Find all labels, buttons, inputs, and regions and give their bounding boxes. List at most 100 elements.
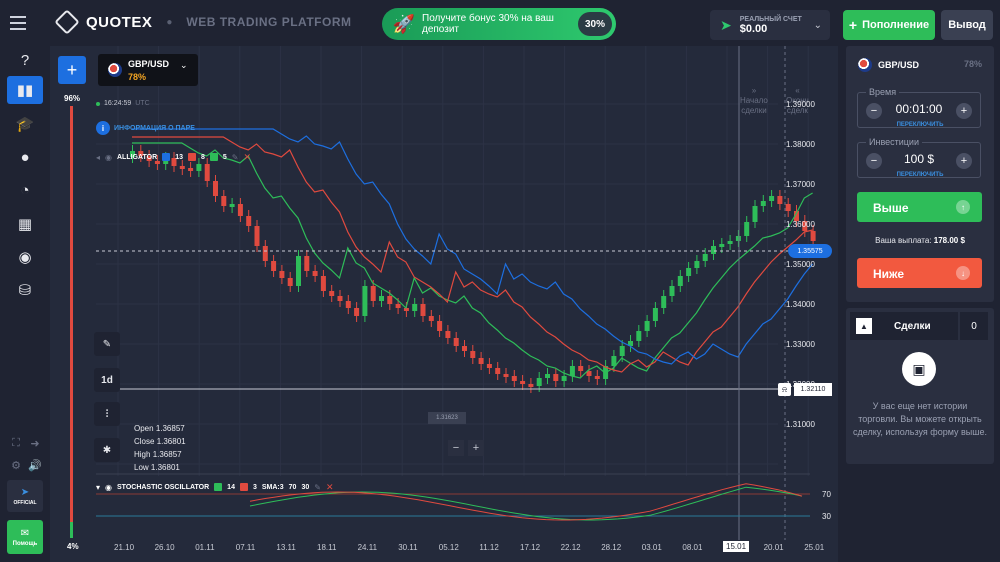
candle [188,168,194,171]
time-tick: 20.01 [763,543,784,552]
top-bar: QUOTEX ● WEB TRADING PLATFORM 🚀 Получите… [0,0,1000,46]
candle [810,231,816,241]
candle [163,158,169,164]
telegram-button[interactable]: ➤ OFFICIAL [7,480,43,512]
candle [752,206,758,222]
up-button[interactable]: Выше ↑ [857,192,982,222]
trade-start-label: » Начало сделки [740,86,768,115]
help-button[interactable]: ✉ Помощь [7,520,43,554]
price-chart[interactable] [50,46,838,562]
candle [769,196,775,201]
fullscreen-icon[interactable]: ⛶ [12,436,20,449]
deals-header[interactable]: ▲ Сделки [850,312,958,340]
user-icon[interactable]: ● [20,148,30,166]
candle [213,181,218,196]
close-icon[interactable]: ✕ [243,151,252,162]
candle [320,276,326,291]
time-tick: 21.10 [114,543,135,552]
zoom-in-button[interactable]: + [468,440,484,456]
candle [229,204,235,207]
down-label: Ниже [873,267,905,281]
candle [636,331,642,341]
collapse-down-icon[interactable]: ▾ [96,482,101,492]
chart-bars-icon[interactable]: ▮▮ [7,76,43,104]
invest-switch-link[interactable]: ПЕРЕКЛЮЧИТЬ [896,172,944,178]
asset-selector[interactable]: GBP/USD 78% ⌄ [98,54,198,86]
uk-flag-icon [858,58,872,72]
candle [652,308,658,321]
candle [196,164,202,171]
chat-icon: ✉ [20,527,30,539]
eye-icon[interactable]: ◉ [105,152,112,162]
stoch-upper: 70 [288,483,297,491]
edit-pencil-icon[interactable]: ✎ [314,482,321,492]
withdraw-button[interactable]: Вывод [941,10,993,40]
chart-area[interactable]: + 96% 4% GBP/USD 78% ⌄ 16:24:59 UTC i ИН… [50,46,838,562]
edit-pencil-icon[interactable]: ✎ [231,152,239,162]
deposit-label: Пополнение [862,19,930,31]
candle [619,346,625,356]
candle [420,304,426,316]
arrow-down-icon: ↓ [956,266,970,280]
pie-chart-icon[interactable]: ◔ [20,181,30,199]
bell-icon[interactable]: ⍾ [778,383,791,396]
bonus-percent: 30% [578,12,612,36]
graduation-cap-icon[interactable]: 🎓 [15,116,35,133]
stoch-sma: SMA:3 [261,483,284,491]
price-axis: 1.39000 1.38000 1.37000 1.36000 1.35000 1.340… [778,46,838,476]
candle [304,256,310,271]
bonus-banner[interactable]: 🚀 Получите бонус 30% на ваш депозит 30% [382,8,616,40]
candle [296,256,301,286]
invest-minus-button[interactable]: − [866,153,882,169]
pair-info-link[interactable]: i ИНФОРМАЦИЯ О ПАРЕ [96,120,195,136]
time-plus-button[interactable]: + [956,103,972,119]
candle [644,321,650,331]
sound-icon[interactable]: 🔊 [28,459,42,472]
telegram-label: OFFICIAL [13,499,37,506]
menu-icon[interactable] [10,12,36,32]
candle [669,286,675,296]
candle [495,368,501,374]
eye-icon[interactable]: ◉ [105,482,112,492]
trophy-icon[interactable]: ▦ [17,216,33,233]
candle [611,356,617,366]
deposit-button[interactable]: + Пополнение [843,10,935,40]
alligator-line [132,136,813,373]
left-sidebar: ? ▮▮ 🎓 ● ◔ ▦ ◉ ⛁ ⛶ ➜ ⚙ 🔊 ➤ OFFICIAL ✉ По… [0,46,50,562]
help-question-icon[interactable]: ? [20,51,30,69]
payout-text: Ваша выплата: 178.00 $ [846,236,994,245]
account-selector[interactable]: ➤ РЕАЛЬНЫЙ СЧЕТ $0.00 ⌄ [710,10,830,40]
signal-icon[interactable]: ◉ [18,249,32,266]
time-switch-link[interactable]: ПЕРЕКЛЮЧИТЬ [896,122,944,128]
market-icon[interactable]: ⛁ [18,282,32,299]
deals-empty-text: У вас еще нет истории торговли. Вы может… [853,401,987,437]
draw-pencil-button[interactable]: ✎ [94,332,120,356]
candle [271,261,277,271]
add-chart-button[interactable]: + [58,56,86,84]
down-button[interactable]: Ниже ↓ [857,258,982,288]
logout-icon[interactable]: ➜ [30,437,40,450]
invest-input[interactable] [888,152,950,166]
invest-plus-button[interactable]: + [956,153,972,169]
time-field: Время − + [857,87,981,128]
candle [694,261,700,268]
asset-payout: 78% [128,72,147,82]
time-input[interactable] [888,102,950,116]
settings-gear-icon[interactable]: ⚙ [11,459,21,472]
stochastic-legend: ▾ ◉ STOCHASTIC OSCILLATOR 14 3 SMA:3 70 … [96,480,334,494]
close-icon[interactable]: ✕ [325,481,334,492]
indicators-button[interactable]: ✱ [94,438,120,462]
time-minus-button[interactable]: − [866,103,882,119]
stoch-line [249,483,803,521]
timeframe-button[interactable]: 1d [94,368,120,392]
chart-type-button[interactable]: ⫶ [94,402,120,426]
time-tick: 13.11 [276,543,296,552]
zoom-out-button[interactable]: − [448,440,464,456]
candle [437,321,443,331]
candle [520,381,526,384]
collapse-left-icon[interactable]: ◂ [96,152,101,162]
time-tick: 28.12 [601,543,622,552]
server-time-value: 16:24:59 [104,100,132,107]
trade-start-l2: сделки [741,106,767,115]
